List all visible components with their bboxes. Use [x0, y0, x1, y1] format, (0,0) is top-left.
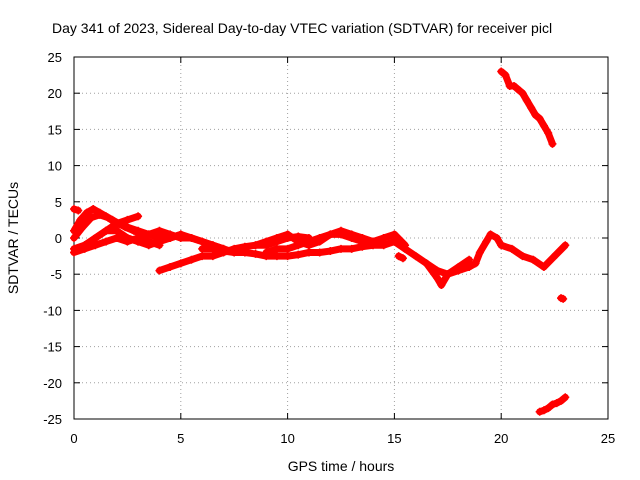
series-track-q [70, 205, 83, 215]
data-point [548, 139, 557, 148]
series-track-p [394, 252, 407, 263]
chart-title: Day 341 of 2023, Sidereal Day-to-day VTE… [52, 20, 552, 36]
y-tick-label: -15 [43, 340, 62, 355]
series-segment [551, 241, 569, 260]
x-tick-label: 5 [177, 431, 184, 446]
y-tick-label: -25 [43, 412, 62, 427]
x-tick-label: 25 [601, 431, 615, 446]
data-series [70, 67, 570, 416]
tick-marks [73, 56, 609, 420]
x-tick-label: 15 [387, 431, 401, 446]
series-track-k [390, 230, 570, 279]
y-tick-label: 15 [48, 122, 62, 137]
series-segment [454, 256, 473, 271]
data-point [561, 393, 570, 402]
y-tick-label: -10 [43, 303, 62, 318]
series-track-o [557, 294, 568, 303]
data-point [398, 254, 407, 263]
series-track-j [262, 230, 410, 257]
y-tick-label: 25 [48, 50, 62, 65]
x-tick-label: 20 [494, 431, 508, 446]
data-point [134, 212, 143, 221]
y-tick-labels: -25 -20 -15 -10 -5 0 5 10 15 20 25 [43, 50, 62, 427]
x-tick-labels: 0 5 10 15 20 25 [70, 431, 615, 446]
data-point [74, 206, 83, 215]
y-tick-label: 5 [55, 195, 62, 210]
series-track-n [535, 393, 570, 416]
series-track-h [198, 237, 399, 261]
series-track-l [422, 255, 474, 290]
y-tick-label: 10 [48, 159, 62, 174]
x-tick-label: 0 [70, 431, 77, 446]
y-tick-label: 0 [55, 231, 62, 246]
x-axis-label: GPS time / hours [288, 458, 395, 474]
y-tick-label: 20 [48, 86, 62, 101]
data-point [465, 255, 474, 264]
x-tick-label: 10 [280, 431, 294, 446]
series-track-m [497, 67, 557, 148]
y-tick-label: -20 [43, 376, 62, 391]
y-tick-label: -5 [50, 267, 62, 282]
y-axis-label: SDTVAR / TECUs [5, 182, 21, 294]
data-point [561, 241, 570, 250]
data-point [559, 294, 568, 303]
